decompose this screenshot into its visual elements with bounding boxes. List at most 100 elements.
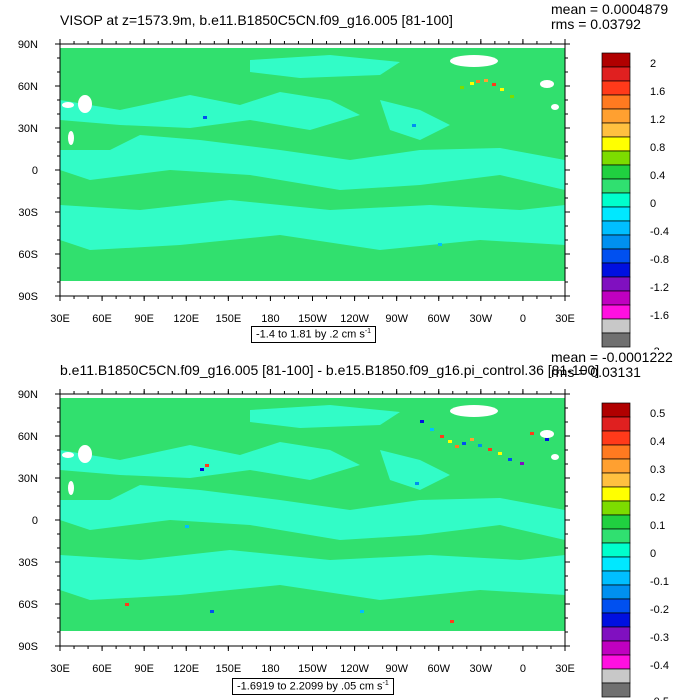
rms-value: rms = 0.03131 — [551, 364, 641, 380]
rms-value: rms = 0.03792 — [551, 16, 641, 32]
negative-region — [60, 92, 360, 130]
colorbar-swatch — [601, 206, 631, 222]
colorbar-swatch — [601, 52, 631, 68]
negative-region — [60, 485, 565, 540]
colorbar-label: 1.2 — [650, 114, 665, 126]
masked-land — [68, 131, 74, 145]
map-area — [60, 394, 565, 646]
x-tick-label: 90E — [134, 313, 154, 325]
mean-label: mean = -0.0001222 rms = 0.03131 — [551, 350, 673, 380]
masked-land — [60, 44, 565, 48]
anomaly-cell — [210, 610, 214, 613]
anomaly-cell — [455, 445, 459, 448]
y-tick-label: 0 — [32, 515, 38, 527]
y-tick-label: 30N — [18, 123, 38, 135]
anomaly-cell — [430, 428, 434, 431]
y-tick-label: 90S — [18, 291, 38, 303]
y-tick-label: 90N — [18, 39, 38, 51]
colorbar-swatch — [601, 640, 631, 656]
x-tick-label: 60W — [427, 313, 450, 325]
colorbar-swatch — [601, 570, 631, 586]
colorbar-swatch — [601, 444, 631, 460]
x-tick-label: 30E — [555, 313, 575, 325]
colorbar-label: -0.3 — [650, 632, 669, 644]
anomaly-cell — [412, 124, 416, 127]
anomaly-cell — [508, 458, 512, 461]
colorbar-swatch — [601, 150, 631, 166]
anomaly-cell — [488, 448, 492, 451]
range-text: -1.4 to 1.81 by .2 cm s — [256, 328, 365, 341]
x-tick-label: 150W — [298, 313, 327, 325]
negative-region — [60, 442, 360, 480]
anomaly-cell — [510, 95, 514, 98]
anomaly-cell — [520, 462, 524, 465]
panel-bottom: b.e11.B1850C5CN.f09_g16.005 [81-100] - b… — [0, 350, 700, 700]
colorbar-label: -0.4 — [650, 660, 669, 672]
colorbar-label: -0.1 — [650, 576, 669, 588]
colorbar-swatch — [601, 178, 631, 194]
panel-top: VISOP at z=1573.9m, b.e11.B1850C5CN.f09_… — [18, 2, 669, 351]
anomaly-cell — [470, 438, 474, 441]
range-text: -1.6919 to 2.2099 by .05 cm s — [237, 680, 383, 693]
anomaly-cell — [185, 525, 189, 528]
masked-land — [551, 104, 559, 110]
x-tick-label: 60W — [427, 663, 450, 675]
masked-land — [60, 631, 565, 646]
x-tick-label: 150E — [215, 663, 241, 675]
y-tick-label: 60N — [18, 431, 38, 443]
anomaly-cell — [420, 420, 424, 423]
masked-land — [540, 80, 554, 88]
anomaly-cell — [448, 440, 452, 443]
map-axes: 30E 60E 90E 120E 150E 180 150W 120W 90W 60W 30W 0 30… — [18, 389, 575, 675]
colorbar-swatch — [601, 94, 631, 110]
x-tick-label: 30E — [555, 663, 575, 675]
colorbar-swatch — [601, 164, 631, 180]
masked-land — [62, 102, 74, 108]
y-tick-label: 30S — [18, 207, 38, 219]
y-tick-label: 0 — [32, 165, 38, 177]
anomaly-cell — [415, 482, 419, 485]
x-tick-label: 90W — [385, 313, 408, 325]
x-tick-label: 30E — [50, 663, 70, 675]
colorbar-swatch — [601, 290, 631, 306]
anomaly-cell — [360, 610, 364, 613]
masked-land — [68, 481, 74, 495]
negative-region — [60, 550, 565, 600]
y-tick-label: 30N — [18, 473, 38, 485]
negative-region — [250, 55, 400, 78]
x-tick-label: 180 — [261, 313, 279, 325]
colorbar-swatch — [601, 514, 631, 530]
x-tick-label: 30W — [470, 663, 493, 675]
masked-land — [540, 430, 554, 438]
colorbar-swatch — [601, 598, 631, 614]
colorbar-label: -1.2 — [650, 282, 669, 294]
anomaly-cell — [440, 435, 444, 438]
colorbar-swatch — [601, 192, 631, 208]
anomaly-cell — [476, 80, 480, 83]
colorbar: 0.5 0.4 0.3 0.2 0.1 0 -0.1 -0.2 -0.3 -0.4 -0.5 — [601, 402, 669, 700]
x-tick-label: 150W — [298, 663, 327, 675]
x-tick-label: 90W — [385, 663, 408, 675]
colorbar-label: 2 — [650, 58, 656, 70]
masked-land — [78, 445, 92, 463]
colorbar-label: -0.4 — [650, 226, 669, 238]
range-exponent: -1 — [364, 328, 372, 335]
masked-land — [60, 394, 565, 398]
y-tick-label: 60S — [18, 599, 38, 611]
x-tick-label: 30W — [470, 313, 493, 325]
colorbar-label: 0.4 — [650, 436, 665, 448]
anomaly-cell — [125, 603, 129, 606]
anomaly-cell — [203, 116, 207, 119]
anomaly-cell — [545, 438, 549, 441]
anomaly-cell — [450, 620, 454, 623]
mean-label: mean = 0.0004879 rms = 0.03792 — [551, 2, 668, 32]
colorbar-label: -0.2 — [650, 604, 669, 616]
x-tick-label: 60E — [92, 313, 112, 325]
x-tick-label: 120W — [340, 313, 369, 325]
plot-title: VISOP at z=1573.9m, b.e11.B1850C5CN.f09_… — [60, 12, 453, 28]
colorbar-swatch — [601, 416, 631, 432]
colorbar-swatch — [601, 612, 631, 628]
map-plot: 30E 60E 90E 120E 150E 180 150W 120W 90W 60W 30W 0 30… — [18, 39, 669, 350]
anomaly-cell — [462, 442, 466, 445]
colorbar-swatch — [601, 66, 631, 82]
